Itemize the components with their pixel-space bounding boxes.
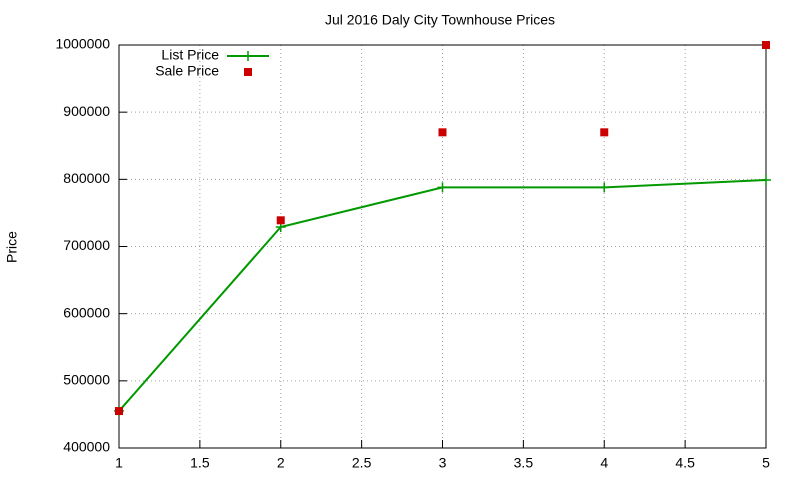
y-tick-label: 500000 (63, 372, 110, 388)
legend-label: Sale Price (155, 63, 219, 79)
data-point (761, 175, 771, 186)
x-tick-label: 3 (439, 455, 447, 471)
x-tick-label: 4.5 (675, 455, 695, 471)
x-tick-label: 3.5 (514, 455, 534, 471)
y-tick-label: 400000 (63, 439, 110, 455)
y-tick-label: 700000 (63, 237, 110, 253)
x-tick-label: 1.5 (190, 455, 210, 471)
x-tick-label: 4 (600, 455, 608, 471)
data-point (438, 128, 447, 137)
data-point (276, 216, 285, 225)
data-point (762, 41, 770, 49)
y-axis-label: Price (4, 231, 20, 263)
chart-title: Jul 2016 Daly City Townhouse Prices (325, 12, 555, 28)
y-tick-label: 600000 (63, 304, 110, 320)
series-line (118, 179, 767, 412)
y-tick-label: 1000000 (55, 36, 110, 52)
x-tick-label: 1 (115, 455, 123, 471)
data-point (437, 182, 448, 193)
y-tick-label: 800000 (63, 170, 110, 186)
legend-marker (243, 51, 253, 61)
x-tick-label: 5 (762, 455, 770, 471)
plot-border (118, 44, 767, 449)
x-tick-label: 2 (277, 455, 285, 471)
y-tick-label: 900000 (63, 103, 110, 119)
x-tick-label: 2.5 (352, 455, 372, 471)
data-point (599, 182, 610, 193)
data-point (600, 128, 609, 137)
legend-label: List Price (161, 47, 219, 63)
data-point (115, 407, 123, 416)
legend-marker (244, 68, 252, 76)
